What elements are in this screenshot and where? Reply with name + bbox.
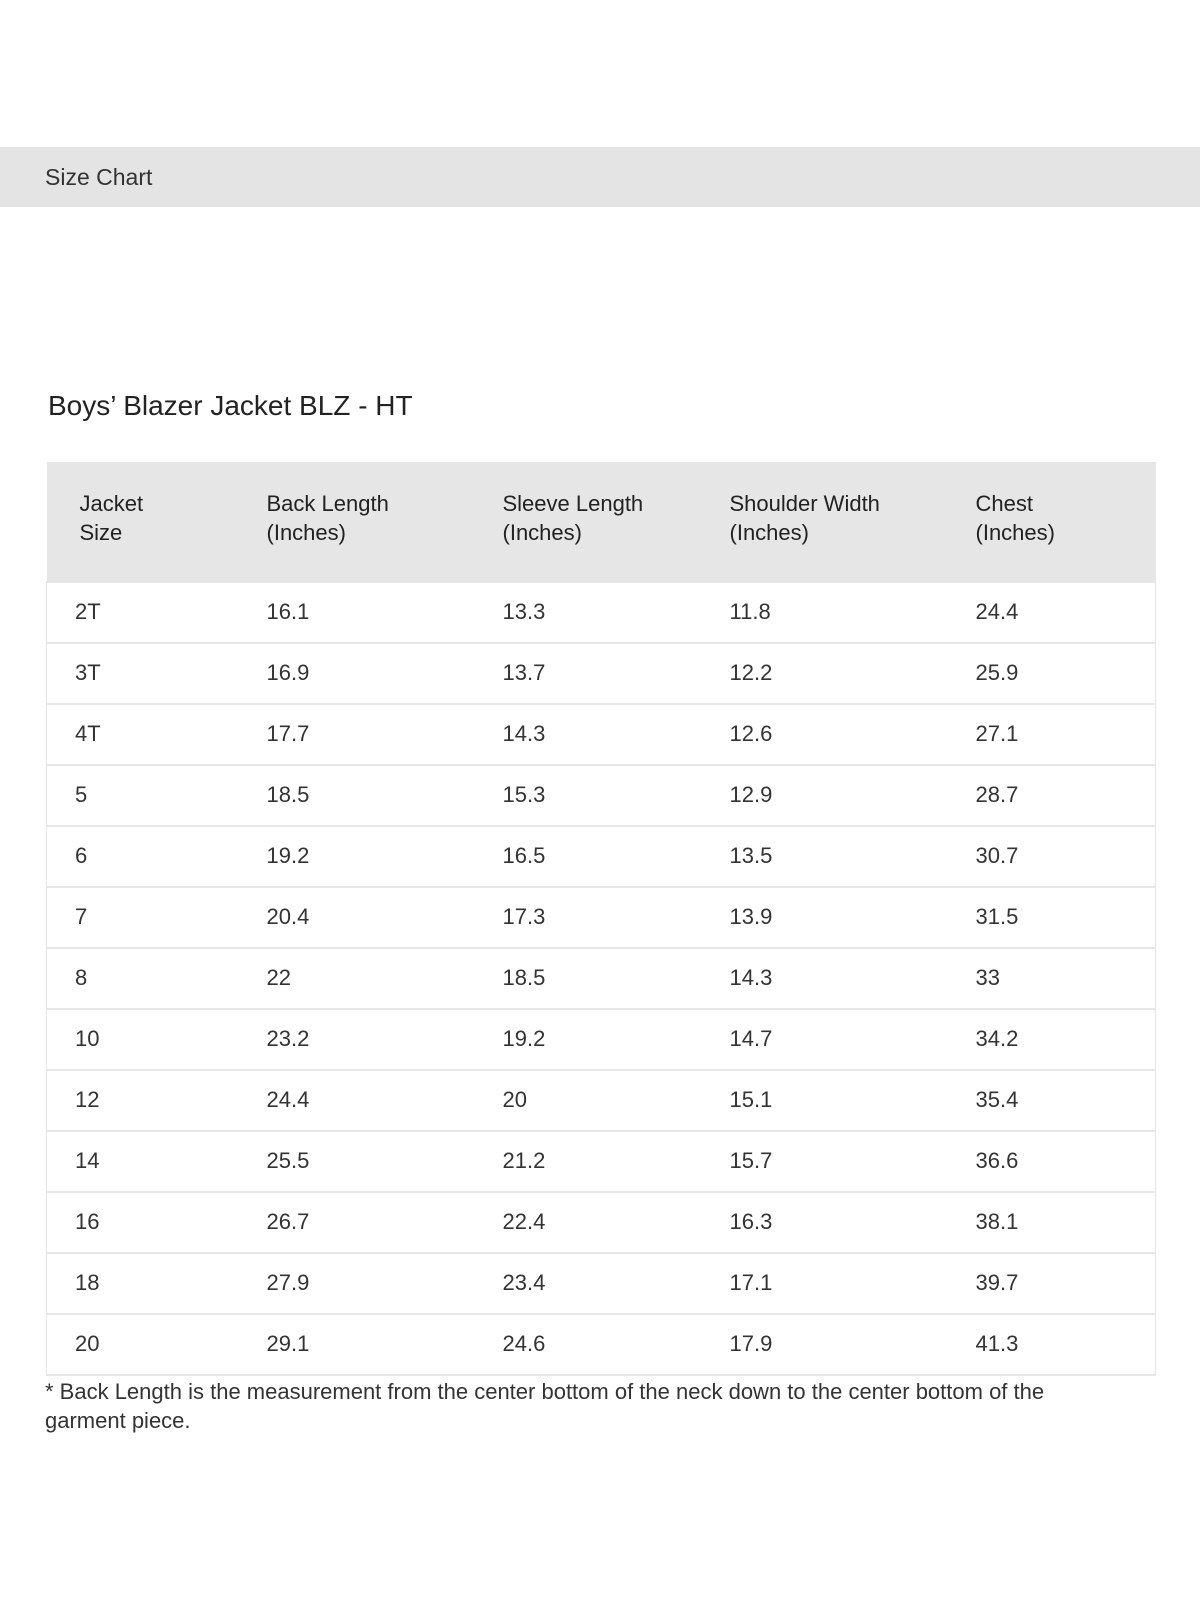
column-header: Chest (Inches): [975, 462, 1156, 582]
table-cell: 41.3: [974, 1313, 1156, 1376]
table-row: 12 24.4 20 15.1 35.4: [46, 1069, 1156, 1131]
table-cell: 14.7: [728, 1008, 975, 1070]
table-cell: 17.9: [728, 1313, 975, 1376]
table-cell: 16.1: [265, 581, 502, 643]
table-cell: 17.7: [265, 703, 502, 765]
table-row: 8 22 18.5 14.3 33: [46, 947, 1156, 1009]
table-row: 10 23.2 19.2 14.7 34.2: [46, 1008, 1156, 1070]
table-row: 16 26.7 22.4 16.3 38.1: [46, 1191, 1156, 1253]
table-cell: 4T: [46, 703, 266, 765]
table-row: 2T 16.1 13.3 11.8 24.4: [46, 581, 1156, 643]
table-cell: 3T: [46, 642, 266, 704]
table-cell: 27.9: [265, 1252, 502, 1314]
product-title: Boys’ Blazer Jacket BLZ - HT: [48, 390, 413, 421]
table-cell: 11.8: [728, 581, 975, 643]
table-cell: 15.3: [501, 764, 729, 826]
table-row: 5 18.5 15.3 12.9 28.7: [46, 764, 1156, 826]
table-cell: 17.1: [728, 1252, 975, 1314]
table-cell: 13.9: [728, 886, 975, 948]
table-cell: 12.9: [728, 764, 975, 826]
table-cell: 6: [46, 825, 266, 887]
table-header-row: Jacket Size Back Length (Inches) Sleeve Leng…: [46, 462, 1156, 582]
table-cell: 7: [46, 886, 266, 948]
table-cell: 39.7: [974, 1252, 1156, 1314]
table-cell: 18: [46, 1252, 266, 1314]
table-row: 4T 17.7 14.3 12.6 27.1: [46, 703, 1156, 765]
footnote: * Back Length is the measurement from th…: [45, 1379, 1045, 1433]
table-cell: 31.5: [974, 886, 1156, 948]
column-header-line: (Inches): [266, 520, 346, 545]
column-header-line: Chest: [975, 491, 1033, 516]
table-cell: 28.7: [974, 764, 1156, 826]
table-cell: 24.6: [501, 1313, 729, 1376]
table-cell: 12.6: [728, 703, 975, 765]
table-cell: 12.2: [728, 642, 975, 704]
table-cell: 33: [974, 947, 1156, 1009]
table-cell: 30.7: [974, 825, 1156, 887]
table-cell: 5: [46, 764, 266, 826]
column-header: Sleeve Length (Inches): [502, 462, 729, 582]
size-table: Jacket Size Back Length (Inches) Sleeve Leng…: [46, 462, 1156, 1376]
table-cell: 24.4: [974, 581, 1156, 643]
table-cell: 16.3: [728, 1191, 975, 1253]
table-cell: 35.4: [974, 1069, 1156, 1131]
table-cell: 27.1: [974, 703, 1156, 765]
table-cell: 14: [46, 1130, 266, 1192]
table-cell: 29.1: [265, 1313, 502, 1376]
table-cell: 20.4: [265, 886, 502, 948]
column-header-line: Back Length: [266, 491, 389, 516]
table-cell: 26.7: [265, 1191, 502, 1253]
table-row: 20 29.1 24.6 17.9 41.3: [46, 1313, 1156, 1376]
table-cell: 24.4: [265, 1069, 502, 1131]
table-cell: 25.5: [265, 1130, 502, 1192]
table-cell: 38.1: [974, 1191, 1156, 1253]
column-header-line: Jacket: [79, 491, 144, 516]
table-cell: 16: [46, 1191, 266, 1253]
table-cell: 12: [46, 1069, 266, 1131]
size-chart-header-band: Size Chart: [0, 147, 1200, 207]
table-cell: 23.4: [501, 1252, 729, 1314]
table-cell: 19.2: [501, 1008, 729, 1070]
table-cell: 13.3: [501, 581, 729, 643]
table-cell: 23.2: [265, 1008, 502, 1070]
table-cell: 8: [46, 947, 266, 1009]
table-row: 18 27.9 23.4 17.1 39.7: [46, 1252, 1156, 1314]
table-cell: 22.4: [501, 1191, 729, 1253]
column-header-line: Sleeve Length: [502, 491, 644, 516]
table-cell: 16.5: [501, 825, 729, 887]
table-cell: 15.1: [728, 1069, 975, 1131]
table-cell: 13.5: [728, 825, 975, 887]
table-row: 14 25.5 21.2 15.7 36.6: [46, 1130, 1156, 1192]
table-cell: 18.5: [265, 764, 502, 826]
table-cell: 17.3: [501, 886, 729, 948]
table-cell: 15.7: [728, 1130, 975, 1192]
table-cell: 2T: [46, 581, 266, 643]
table-row: 3T 16.9 13.7 12.2 25.9: [46, 642, 1156, 704]
table-cell: 10: [46, 1008, 266, 1070]
table-cell: 22: [265, 947, 502, 1009]
column-header: Jacket Size: [47, 462, 266, 582]
table-cell: 14.3: [728, 947, 975, 1009]
column-header-line: Shoulder Width: [729, 491, 880, 516]
size-chart-heading: Size Chart: [45, 164, 153, 190]
table-row: 6 19.2 16.5 13.5 30.7: [46, 825, 1156, 887]
table-cell: 25.9: [974, 642, 1156, 704]
column-header: Back Length (Inches): [266, 462, 502, 582]
table-cell: 16.9: [265, 642, 502, 704]
column-header-line: (Inches): [975, 520, 1055, 545]
table-cell: 18.5: [501, 947, 729, 1009]
table-cell: 20: [46, 1313, 266, 1376]
table-row: 7 20.4 17.3 13.9 31.5: [46, 886, 1156, 948]
table-cell: 34.2: [974, 1008, 1156, 1070]
table-cell: 14.3: [501, 703, 729, 765]
table-cell: 21.2: [501, 1130, 729, 1192]
column-header-line: (Inches): [729, 520, 809, 545]
column-header-line: Size: [79, 520, 123, 545]
table-cell: 13.7: [501, 642, 729, 704]
table-cell: 19.2: [265, 825, 502, 887]
table-cell: 20: [501, 1069, 729, 1131]
table-cell: 36.6: [974, 1130, 1156, 1192]
column-header: Shoulder Width (Inches): [729, 462, 975, 582]
column-header-line: (Inches): [502, 520, 582, 545]
